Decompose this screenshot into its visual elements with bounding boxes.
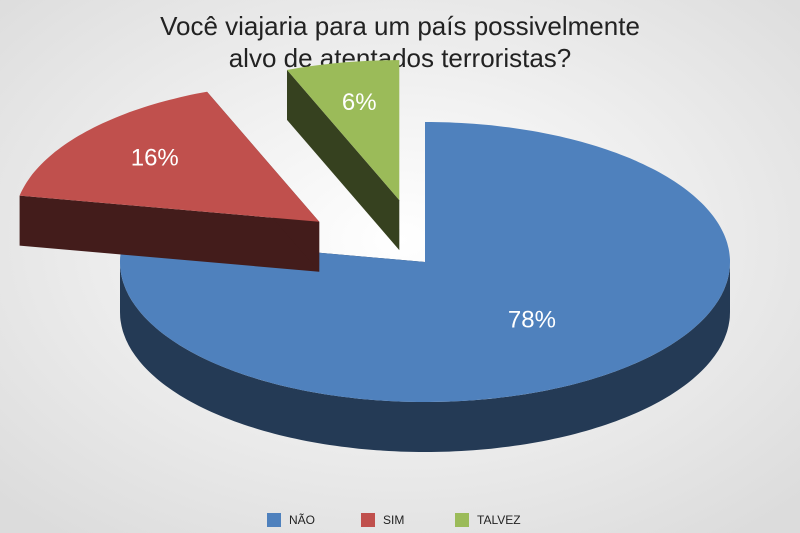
chart-title: Você viajaria para um país possivelmente (160, 11, 640, 41)
slice-wall (120, 262, 730, 452)
plot: 78% 16% 6% (19, 60, 730, 452)
legend: NÃO SIM TALVEZ (267, 513, 521, 527)
chart-title: alvo de atentados terroristas? (229, 43, 572, 73)
value-label: 16% (131, 145, 179, 172)
legend-swatch (267, 513, 281, 527)
slice: 16% (19, 91, 320, 272)
value-label: 6% (342, 89, 377, 116)
slice-top (19, 91, 320, 222)
slice: 6% (287, 60, 400, 251)
slice-top (120, 122, 730, 402)
slice-top (287, 60, 400, 201)
legend-label: NÃO (289, 513, 315, 527)
slice-side (287, 69, 400, 251)
value-label: 78% (508, 307, 556, 334)
legend-label: TALVEZ (477, 513, 521, 527)
slice-side (19, 195, 320, 272)
legend-swatch (455, 513, 469, 527)
legend-swatch (361, 513, 375, 527)
legend-label: SIM (383, 513, 404, 527)
